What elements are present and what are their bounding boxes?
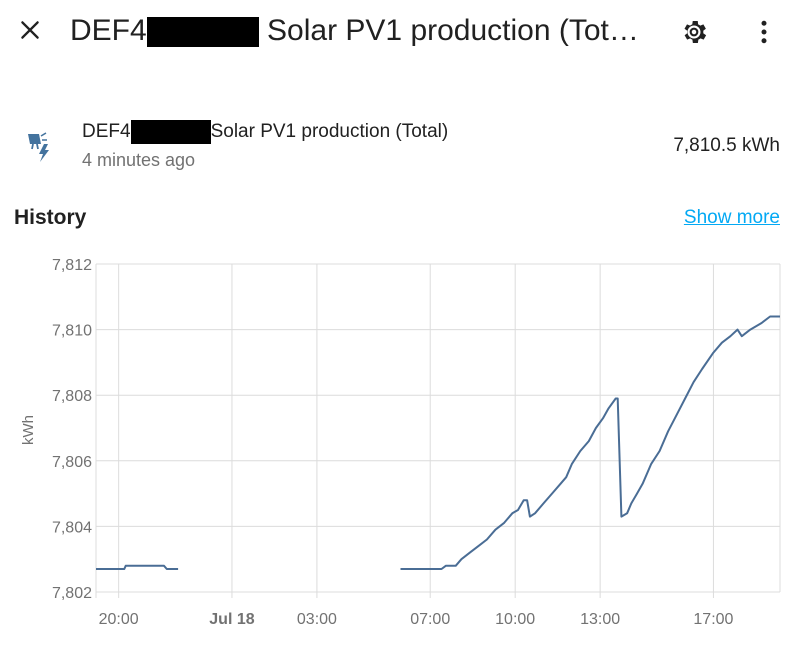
title-prefix: DEF4 <box>70 14 147 47</box>
y-tick-label: 7,802 <box>52 585 92 602</box>
x-tick-label: 07:00 <box>410 611 450 628</box>
x-tick-label: Jul 18 <box>209 611 254 628</box>
series-line <box>96 564 179 570</box>
entity-state: 7,810.5 kWh <box>673 135 780 156</box>
entity-name-redaction <box>130 120 211 144</box>
y-tick-label: 7,810 <box>52 323 92 340</box>
entity-name-prefix: DEF4 <box>82 121 131 143</box>
dialog-header: DEF4 Solar PV1 production (Tot… <box>0 0 800 64</box>
close-icon <box>21 21 39 39</box>
y-tick-label: 7,808 <box>52 388 92 405</box>
more-options-button[interactable] <box>744 12 784 52</box>
entity-name: DEF4 Solar PV1 production (Total) <box>82 120 448 144</box>
entity-row: DEF4 Solar PV1 production (Total) 4 minut… <box>0 110 800 180</box>
show-more-link[interactable]: Show more <box>683 207 780 228</box>
dialog-title: DEF4 Solar PV1 production (Tot… <box>70 10 660 52</box>
x-tick-label: 10:00 <box>495 611 535 628</box>
x-tick-label: 03:00 <box>297 611 337 628</box>
entity-name-suffix: Solar PV1 production (Total) <box>210 121 449 143</box>
close-button[interactable] <box>12 12 48 48</box>
title-suffix: Solar PV1 production (Tot… <box>267 14 639 47</box>
y-axis-label: kWh <box>20 415 37 445</box>
y-tick-label: 7,806 <box>52 454 92 471</box>
gear-icon <box>684 21 707 43</box>
solar-power-icon <box>28 132 49 162</box>
history-chart: 7,812 7,810 7,808 7,806 7,804 7,802 20:00 Jul 1… <box>20 257 781 628</box>
more-vert-icon <box>761 20 767 44</box>
y-tick-label: 7,804 <box>52 519 92 536</box>
title-redaction <box>146 17 259 48</box>
x-tick-label: 20:00 <box>99 611 139 628</box>
x-tick-label: 13:00 <box>580 611 620 628</box>
series-line <box>400 315 780 570</box>
x-tick-label: 17:00 <box>693 611 733 628</box>
history-title: History <box>14 206 87 229</box>
last-changed: 4 minutes ago <box>82 150 196 170</box>
y-tick-label: 7,812 <box>52 257 92 274</box>
settings-button[interactable] <box>674 12 714 52</box>
